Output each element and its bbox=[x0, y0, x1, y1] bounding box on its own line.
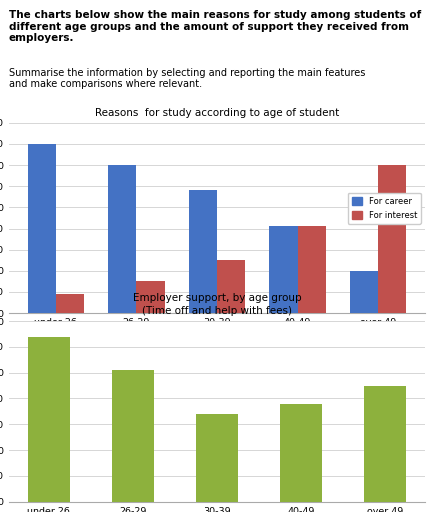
Bar bbox=[108, 165, 136, 313]
Bar bbox=[28, 336, 70, 502]
Bar bbox=[56, 294, 84, 313]
Text: The charts below show the main reasons for study among students of
different age: The charts below show the main reasons f… bbox=[9, 10, 421, 44]
Bar bbox=[280, 403, 322, 502]
Bar bbox=[196, 414, 238, 502]
Title: Employer support, by age group
(Time off and help with fees): Employer support, by age group (Time off… bbox=[133, 293, 301, 316]
Bar bbox=[28, 144, 56, 313]
Bar bbox=[270, 226, 298, 313]
Bar bbox=[217, 260, 245, 313]
Bar bbox=[298, 226, 326, 313]
Bar bbox=[364, 386, 406, 502]
Bar bbox=[136, 282, 164, 313]
Text: Summarise the information by selecting and reporting the main features
and make : Summarise the information by selecting a… bbox=[9, 68, 365, 90]
Title: Reasons  for study according to age of student: Reasons for study according to age of st… bbox=[95, 108, 339, 118]
Bar bbox=[378, 165, 406, 313]
Bar bbox=[350, 271, 378, 313]
Bar bbox=[112, 370, 154, 502]
Bar bbox=[189, 190, 217, 313]
Legend: For career, For interest: For career, For interest bbox=[348, 193, 421, 224]
